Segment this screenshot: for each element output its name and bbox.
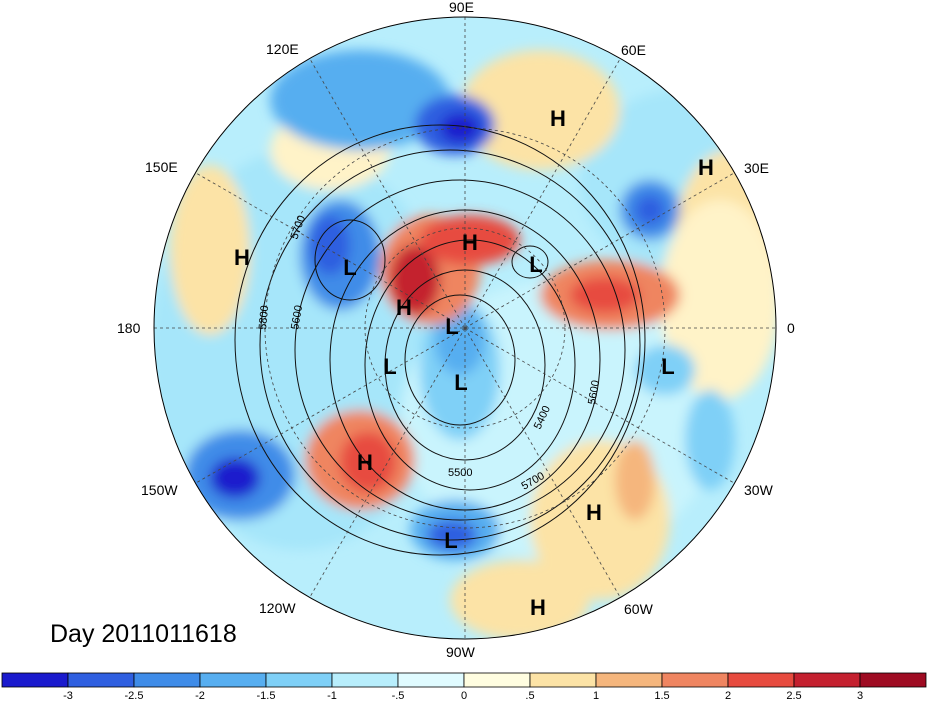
colorbar-swatch bbox=[67, 672, 135, 688]
colorbar bbox=[1, 672, 927, 688]
pressure-center: H bbox=[530, 595, 546, 620]
colorbar-swatch bbox=[199, 672, 267, 688]
graticule bbox=[154, 17, 776, 639]
colorbar-tick-label: -2.5 bbox=[124, 690, 144, 702]
colorbar-tick-label: 0 bbox=[460, 690, 468, 702]
lon-label-90w: 90W bbox=[446, 644, 475, 660]
pressure-center: L bbox=[383, 354, 396, 379]
colorbar-swatch bbox=[859, 672, 927, 688]
lon-label-60e: 60E bbox=[621, 42, 646, 58]
lon-label-0: 0 bbox=[787, 320, 795, 336]
colorbar-tick-label: 1.5 bbox=[654, 690, 670, 702]
lon-label-180: 180 bbox=[117, 320, 141, 336]
colorbar-swatch bbox=[529, 672, 597, 688]
colorbar-swatch bbox=[727, 672, 795, 688]
pressure-center: L bbox=[444, 528, 457, 553]
pressure-center: H bbox=[396, 295, 412, 320]
colorbar-tick-label: 2.5 bbox=[786, 690, 802, 702]
pressure-center: H bbox=[586, 500, 602, 525]
pressure-center: H bbox=[357, 450, 373, 475]
colorbar-tick-label: .5 bbox=[525, 690, 535, 702]
colorbar-tick-label: -3 bbox=[63, 690, 73, 702]
contour-label: 5600 bbox=[289, 304, 305, 330]
lon-label-120w: 120W bbox=[259, 600, 296, 616]
colorbar-tick-label: -1.5 bbox=[256, 690, 276, 702]
pressure-center: H bbox=[462, 230, 478, 255]
anomaly-field bbox=[154, 50, 776, 639]
lon-label-60w: 60W bbox=[624, 601, 653, 617]
colorbar-swatch bbox=[595, 672, 663, 688]
colorbar-swatch bbox=[661, 672, 729, 688]
colorbar-tick-label: 3 bbox=[856, 690, 864, 702]
lon-label-30w: 30W bbox=[744, 482, 773, 498]
lon-label-120e: 120E bbox=[266, 41, 299, 57]
pressure-center: L bbox=[529, 252, 542, 277]
colorbar-swatch bbox=[331, 672, 399, 688]
height-contours bbox=[234, 124, 646, 556]
lon-label-30e: 30E bbox=[744, 160, 769, 176]
lon-label-150w: 150W bbox=[141, 482, 178, 498]
colorbar-tick-label: -.5 bbox=[391, 690, 405, 702]
pressure-center: H bbox=[698, 155, 714, 180]
polar-stereographic-map: H H H H H H H H L L L L L L L 5700 5600 … bbox=[153, 16, 777, 640]
pressure-center: L bbox=[661, 354, 674, 379]
contour-label: 5500 bbox=[448, 467, 472, 479]
pressure-center: L bbox=[454, 370, 467, 395]
colorbar-swatch bbox=[133, 672, 201, 688]
lon-label-150e: 150E bbox=[145, 159, 178, 175]
colorbar-tick-label: 1 bbox=[592, 690, 600, 702]
colorbar-swatch bbox=[793, 672, 861, 688]
pressure-center: L bbox=[343, 255, 356, 280]
map-title: Day 2011011618 bbox=[50, 620, 237, 648]
map-boundary bbox=[153, 16, 777, 640]
contour-label: 5800 bbox=[257, 305, 271, 330]
pressure-center-labels: H H H H H H H H L L L L L L L bbox=[234, 106, 714, 620]
colorbar-tick-label: -2 bbox=[195, 690, 205, 702]
lon-label-90e: 90E bbox=[449, 0, 474, 15]
colorbar-swatch bbox=[397, 672, 465, 688]
colorbar-tick-label: 2 bbox=[724, 690, 732, 702]
contour-label: 5600 bbox=[586, 379, 602, 405]
colorbar-swatch bbox=[265, 672, 333, 688]
colorbar-swatch bbox=[1, 672, 69, 688]
pressure-center: H bbox=[234, 245, 250, 270]
colorbar-swatch bbox=[463, 672, 531, 688]
pressure-center: H bbox=[550, 106, 566, 131]
colorbar-tick-label: -1 bbox=[327, 690, 337, 702]
pressure-center: L bbox=[445, 314, 458, 339]
